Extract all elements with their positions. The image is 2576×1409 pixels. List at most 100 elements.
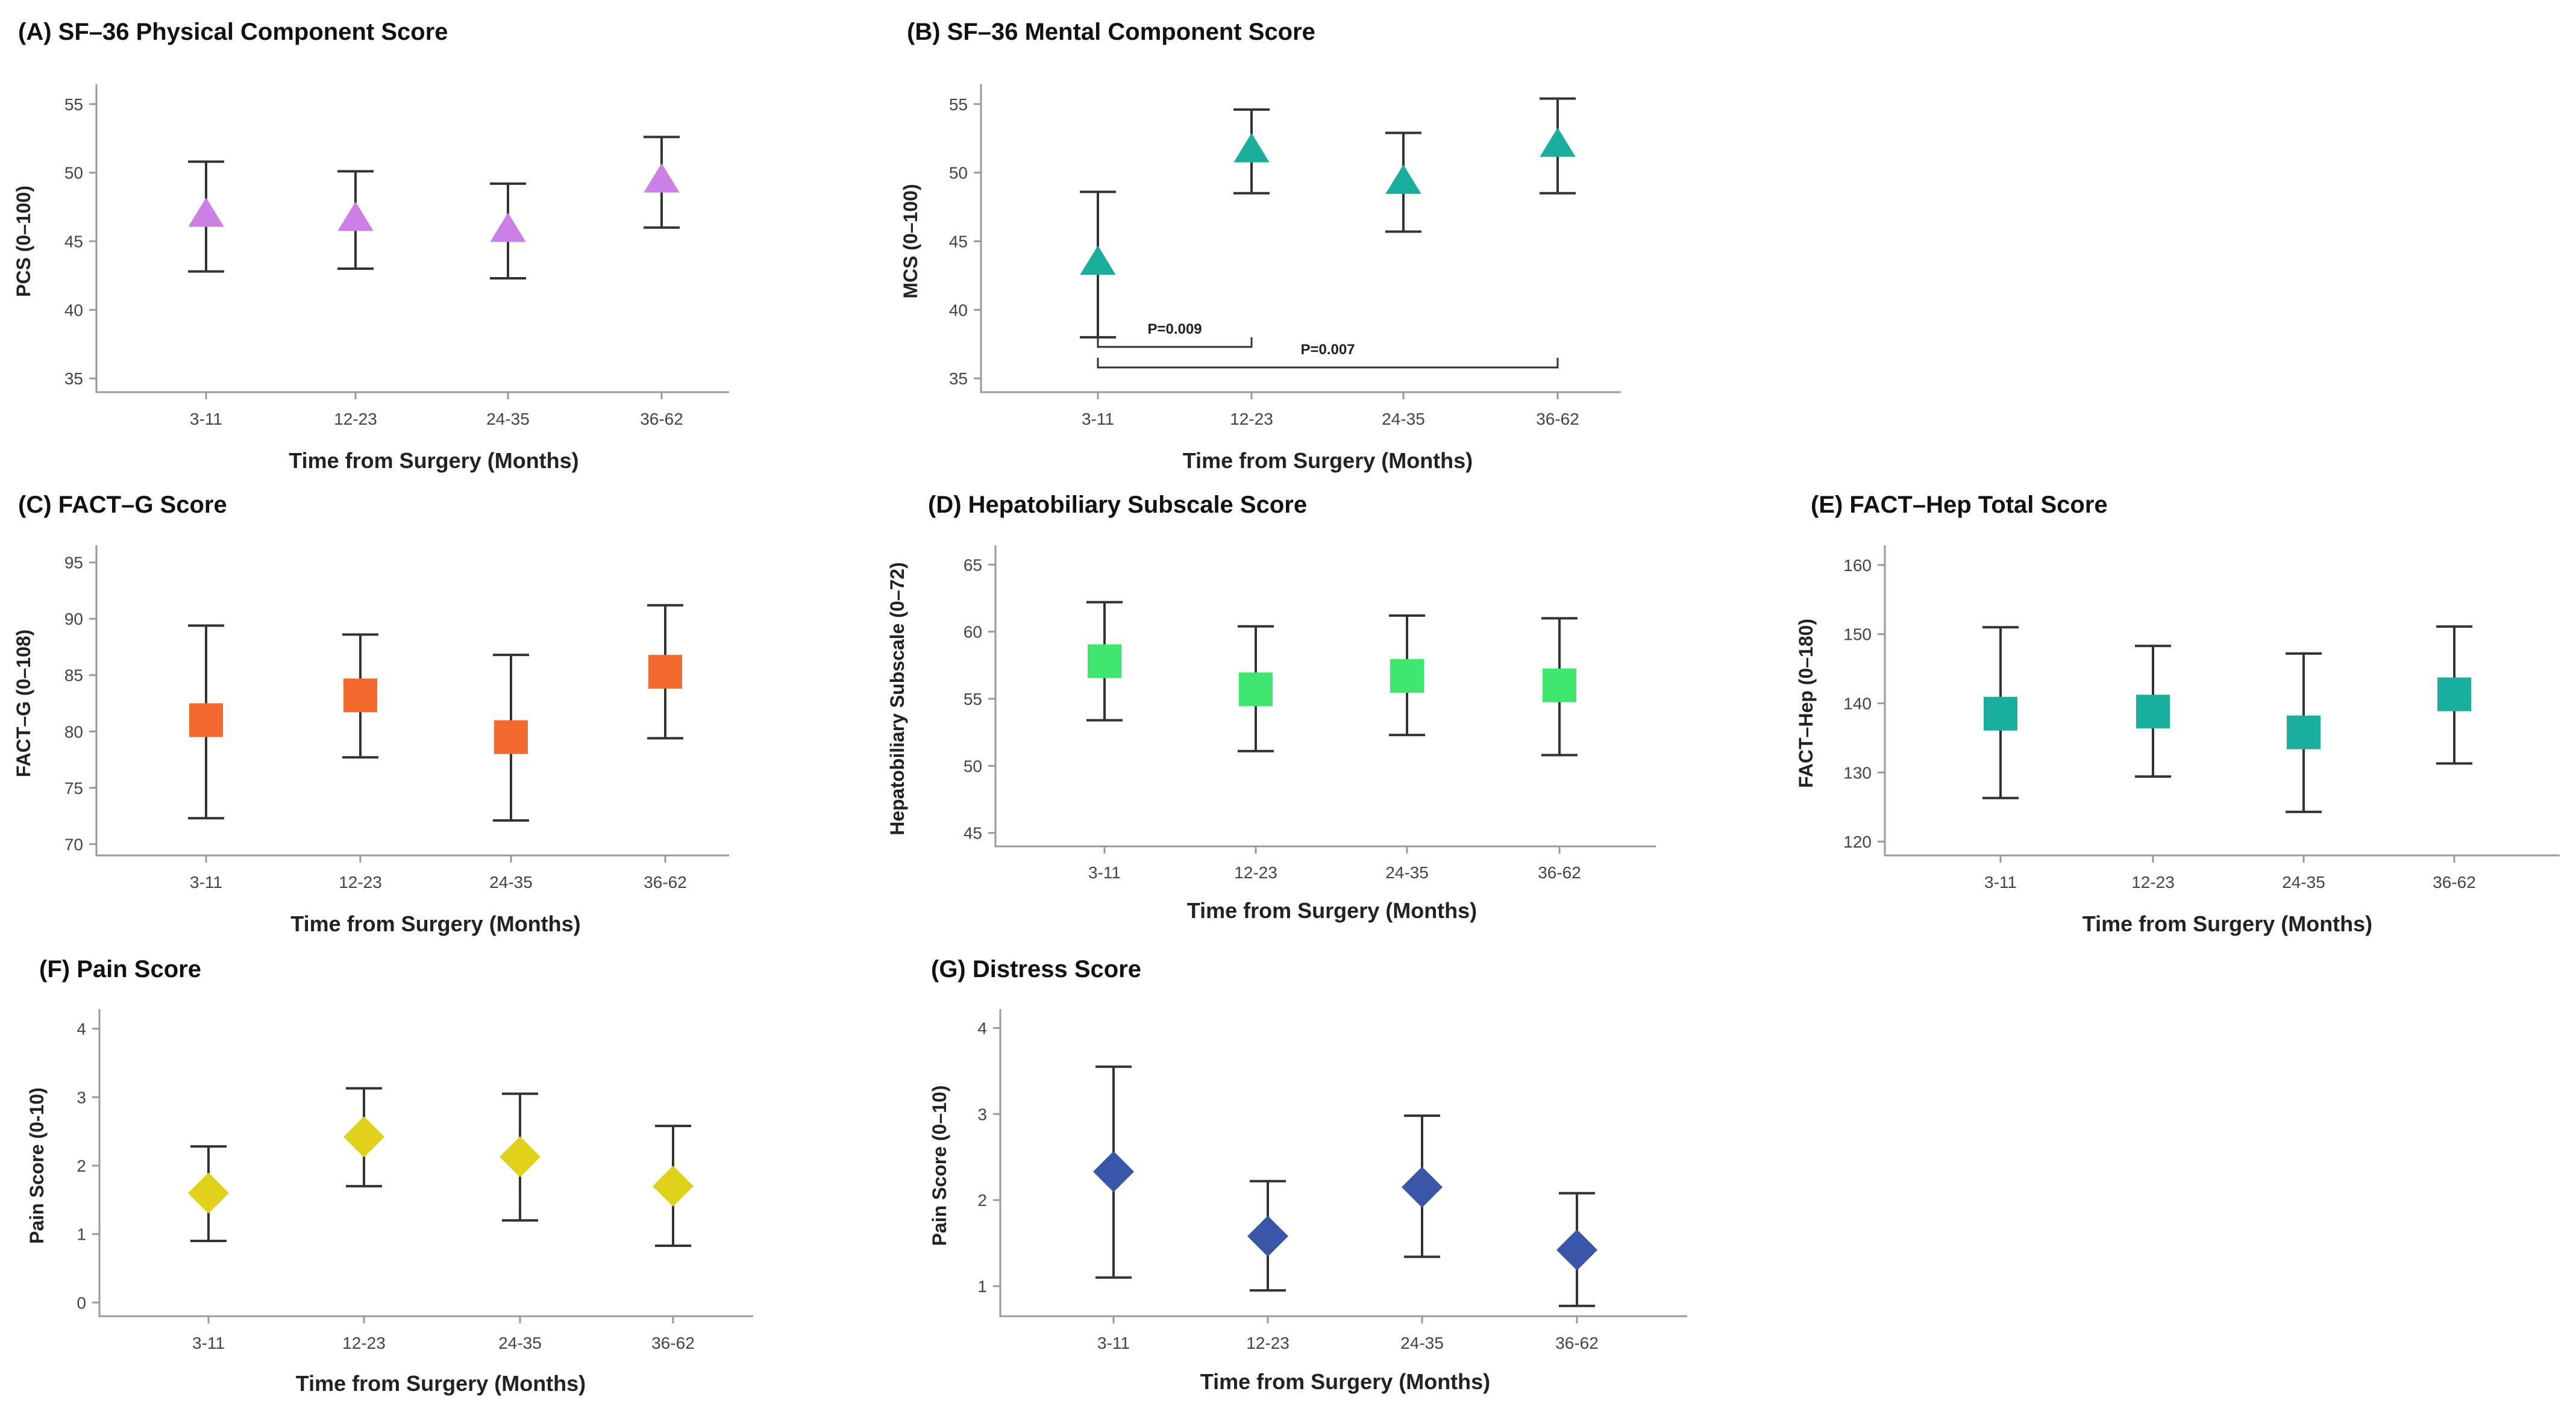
panel-A-point-12-23 <box>337 201 374 231</box>
panel-C-xtick-label: 3-11 <box>190 873 222 892</box>
panel-D-ylabel: Hepatobiliary Subscale (0–72) <box>886 562 908 836</box>
panel-A-ytick-label: 35 <box>64 369 83 388</box>
panel-E-ytick-label: 140 <box>1843 695 1872 713</box>
panel-C-xtick-label: 12-23 <box>339 873 382 892</box>
panel-F-xtick-label: 3-11 <box>192 1334 225 1352</box>
panel-F-ytick-label: 0 <box>77 1293 86 1312</box>
panel-A-xtick-label: 12-23 <box>334 410 377 428</box>
panel-E-xtick-label: 36-62 <box>2433 873 2476 892</box>
panel-C-ytick-label: 90 <box>64 610 83 628</box>
panel-A-xlabel: Time from Surgery (Months) <box>289 448 578 473</box>
panel-E-point-3-11 <box>1984 696 2017 731</box>
panel-G-xtick-label: 36-62 <box>1555 1334 1599 1352</box>
panel-F-ytick-label: 4 <box>77 1020 86 1039</box>
panel-E-ytick-label: 160 <box>1843 556 1872 575</box>
panel-F-ytick-label: 2 <box>77 1157 86 1175</box>
panel-G-xtick-label: 3-11 <box>1097 1334 1130 1352</box>
panel-F-ylabel: Pain Score (0-10) <box>26 1087 48 1244</box>
panel-A-ylabel: PCS (0–100) <box>13 186 34 297</box>
panel-D-xtick-label: 12-23 <box>1234 863 1277 882</box>
panel-B-ytick-label: 40 <box>949 301 968 319</box>
panel-C-ytick-label: 70 <box>64 835 83 854</box>
panel-B-point-3-11 <box>1080 245 1116 275</box>
panel-D-point-24-35 <box>1390 659 1424 693</box>
panel-F-xtick-label: 12-23 <box>342 1334 386 1352</box>
panel-B-pvalue-label: P=0.009 <box>1147 321 1202 337</box>
panel-A-ytick-label: 55 <box>64 95 83 114</box>
panel-G-point-36-62 <box>1556 1229 1597 1270</box>
panel-A-axes <box>95 84 729 393</box>
panel-A-point-24-35 <box>490 213 526 242</box>
panel-E-title: (E) FACT–Hep Total Score <box>1811 492 2108 518</box>
panel-B-xtick-label: 12-23 <box>1230 410 1273 428</box>
panel-C-ytick-label: 85 <box>64 666 83 685</box>
panel-B-title: (B) SF–36 Mental Component Score <box>907 19 1315 45</box>
panel-A-title: (A) SF–36 Physical Component Score <box>18 19 448 45</box>
panel-D-point-36-62 <box>1543 668 1576 702</box>
panel-G-xlabel: Time from Surgery (Months) <box>1200 1369 1490 1394</box>
panel-D-xtick-label: 24-35 <box>1385 863 1429 882</box>
panel-B-point-12-23 <box>1233 133 1270 163</box>
panel-A-ytick-label: 50 <box>64 164 83 183</box>
panel-G-xtick-label: 24-35 <box>1400 1334 1444 1352</box>
panel-G-ylabel: Pain Score (0–10) <box>929 1086 950 1246</box>
panel-G-ytick-label: 4 <box>977 1019 987 1037</box>
panel-A-ytick-label: 45 <box>64 233 83 251</box>
panel-F-point-3-11 <box>188 1172 229 1214</box>
panel-A-xtick-label: 3-11 <box>190 410 222 428</box>
panel-E-xlabel: Time from Surgery (Months) <box>2082 911 2372 936</box>
panel-E-xtick-label: 3-11 <box>1984 873 2017 892</box>
panel-D-xtick-label: 3-11 <box>1088 863 1121 882</box>
panel-E-ytick-label: 130 <box>1843 763 1872 782</box>
panel-E-point-36-62 <box>2437 677 2471 711</box>
panel-G-ytick-label: 2 <box>977 1191 987 1210</box>
panel-F-point-36-62 <box>653 1166 694 1207</box>
panel-E-ytick-label: 120 <box>1843 833 1872 851</box>
panel-A-xtick-label: 36-62 <box>640 410 683 428</box>
panel-C-axes <box>95 545 729 857</box>
panel-G-title: (G) Distress Score <box>931 956 1141 983</box>
panel-E-xtick-label: 12-23 <box>2131 873 2175 892</box>
panel-A-point-36-62 <box>644 163 680 193</box>
panel-D-ytick-label: 45 <box>964 824 982 843</box>
panel-E-ylabel: FACT–Hep (0–180) <box>1795 619 1817 788</box>
panel-C-xlabel: Time from Surgery (Months) <box>290 911 580 936</box>
panel-F-ytick-label: 1 <box>77 1225 86 1244</box>
panel-B-xtick-label: 36-62 <box>1536 410 1579 428</box>
panel-G-ytick-label: 1 <box>977 1277 987 1296</box>
panel-F-point-24-35 <box>500 1136 541 1178</box>
panel-E-point-12-23 <box>2136 695 2170 729</box>
panel-D-xlabel: Time from Surgery (Months) <box>1187 898 1477 923</box>
panel-F-xtick-label: 24-35 <box>498 1334 542 1352</box>
panel-D-point-3-11 <box>1088 644 1121 678</box>
panel-E-axes <box>1884 545 2560 857</box>
panel-B-ytick-label: 50 <box>949 164 968 183</box>
panel-A-ytick-label: 40 <box>64 301 83 319</box>
panel-B-ytick-label: 45 <box>949 233 968 251</box>
panel-F-xtick-label: 36-62 <box>651 1334 695 1352</box>
panel-C-ytick-label: 80 <box>64 722 83 741</box>
panel-E-point-24-35 <box>2287 715 2321 749</box>
panel-B-xtick-label: 3-11 <box>1082 410 1114 428</box>
panel-B-ytick-label: 35 <box>949 369 968 388</box>
panel-C-xtick-label: 36-62 <box>644 873 687 892</box>
panel-A-point-3-11 <box>188 197 224 227</box>
panel-D-axes <box>994 545 1656 848</box>
panel-G-point-24-35 <box>1402 1166 1443 1208</box>
panel-D-ytick-label: 55 <box>964 690 982 708</box>
panel-F-axes <box>98 1009 753 1317</box>
panel-B-ylabel: MCS (0–100) <box>900 184 921 298</box>
panel-E-xtick-label: 24-35 <box>2282 873 2325 892</box>
panel-B-point-24-35 <box>1385 164 1421 194</box>
panel-B-axes <box>980 84 1621 393</box>
panel-C-ytick-label: 95 <box>64 554 83 572</box>
panel-D-title: (D) Hepatobiliary Subscale Score <box>928 492 1307 518</box>
panel-B-significance-bracket <box>1097 337 1253 348</box>
panel-F-ytick-label: 3 <box>77 1088 86 1107</box>
panel-G-point-12-23 <box>1247 1216 1288 1257</box>
panel-F-title: (F) Pain Score <box>39 956 201 983</box>
panel-G-ytick-label: 3 <box>977 1105 987 1123</box>
panel-D-ytick-label: 50 <box>964 757 982 775</box>
panel-D-ytick-label: 65 <box>964 555 982 574</box>
